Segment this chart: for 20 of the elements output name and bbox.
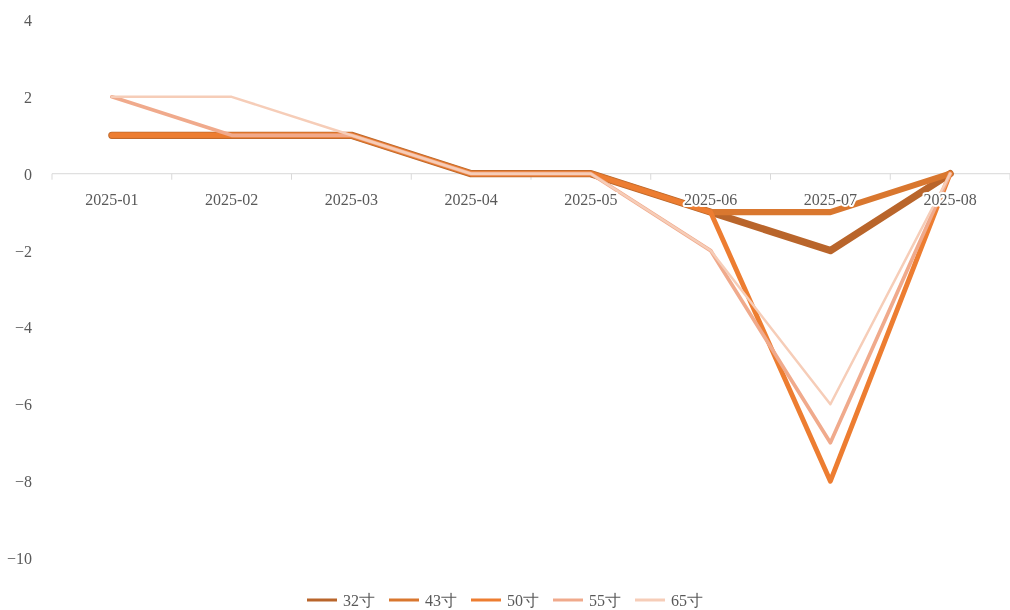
legend-label: 55寸: [589, 592, 621, 609]
legend-label: 50寸: [507, 592, 539, 609]
x-tick-label: 2025-06: [683, 190, 738, 208]
x-tick-label: 2025-01: [85, 190, 139, 208]
y-tick-label: 4: [24, 12, 32, 29]
y-tick-label: 2: [24, 88, 32, 106]
y-tick-label: −2: [14, 242, 32, 260]
legend-label: 43寸: [425, 592, 457, 609]
y-tick-label: 0: [24, 165, 32, 183]
legend-label: 32寸: [343, 592, 375, 609]
x-tick-label: 2025-04: [444, 190, 498, 208]
y-tick-label: −10: [6, 550, 32, 567]
y-tick-label: −6: [14, 396, 32, 414]
x-tick-label: 2025-03: [324, 190, 379, 208]
x-tick-label: 2025-02: [204, 190, 259, 208]
legend-label: 65寸: [671, 592, 703, 609]
y-tick-label: −8: [14, 473, 32, 491]
x-tick-label: 2025-07: [803, 190, 858, 208]
y-tick-label: −4: [14, 319, 32, 337]
x-tick-label: 2025-05: [564, 190, 618, 208]
